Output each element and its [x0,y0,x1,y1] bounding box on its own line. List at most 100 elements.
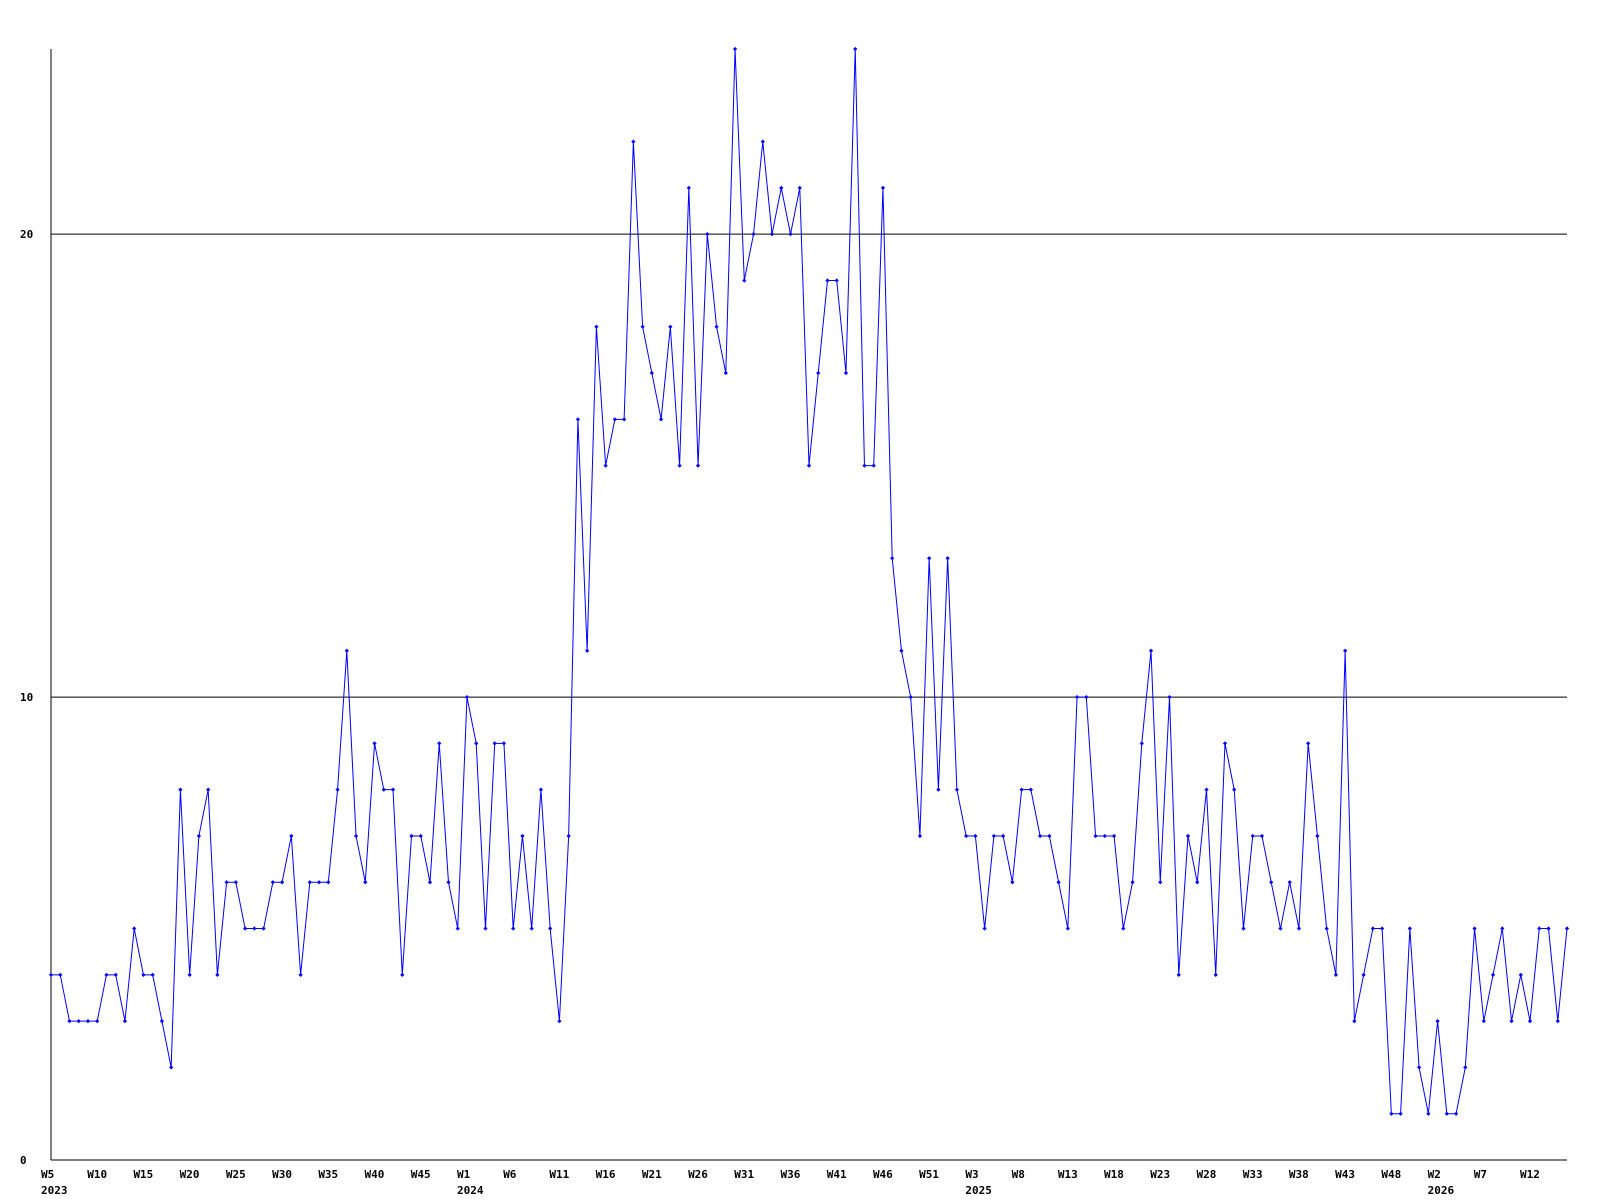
data-point [1537,926,1542,931]
data-point [1509,1019,1514,1024]
x-year-label: 2026 [1428,1184,1455,1197]
data-point [132,926,137,931]
data-point [1278,926,1283,931]
data-point [1490,972,1496,977]
data-point [1324,926,1329,931]
data-point [668,324,673,329]
data-point [1213,972,1218,977]
data-point [279,880,285,885]
data-point [1564,926,1570,931]
data-point [1426,1111,1431,1116]
data-point [1019,787,1024,792]
data-point [1259,833,1265,839]
data-point [621,417,627,422]
x-tick-label: W28 [1196,1168,1216,1181]
data-point [964,833,969,839]
x-tick-label: W45 [411,1168,431,1181]
data-point [529,926,534,931]
x-year-label: 2023 [41,1184,68,1197]
data-point [1315,833,1320,839]
data-point [511,926,516,931]
x-tick-label: W10 [87,1168,107,1181]
x-tick-label: W30 [272,1168,292,1181]
x-tick-label: W40 [365,1168,385,1181]
data-point [603,463,608,468]
data-point [437,741,442,746]
data-point [455,926,460,931]
data-point [1444,1111,1449,1116]
x-tick-label: W2 [1428,1168,1441,1181]
data-point [612,417,618,422]
data-point [1102,833,1107,839]
data-point [797,185,802,191]
data-point [1139,741,1144,746]
data-point [1306,741,1311,746]
data-point [890,556,895,561]
data-point [150,972,155,977]
data-point [695,463,701,468]
data-point [1130,880,1135,885]
data-point [353,833,359,839]
data-point [640,324,645,329]
data-point [1148,648,1154,653]
data-point [825,278,830,283]
x-tick-label: W21 [642,1168,662,1181]
data-point [816,370,821,376]
data-point [372,741,377,746]
data-point [1407,926,1412,931]
tick-label-layer: 0 10 20 W5 W10 W15 W20 W25 W30 W35 W40 W45 W1 W6 W11 W1… [20,228,1540,1197]
data-point [649,370,654,376]
data-point [769,232,775,237]
data-point [1111,833,1117,839]
data-point [566,833,571,839]
x-tick-label: W31 [734,1168,754,1181]
data-point [677,463,682,468]
data-point [1241,926,1246,931]
data-point [779,185,784,191]
data-point [1232,787,1237,792]
data-point [908,694,913,700]
data-point [760,139,765,144]
data-point [1416,1065,1422,1070]
data-point [936,787,941,792]
data-point [880,185,886,191]
data-point [1158,880,1163,885]
data-point [1250,833,1255,839]
data-point [1518,972,1523,977]
data-point [658,417,664,422]
x-tick-label: W5 [41,1168,54,1181]
data-point [206,787,211,792]
data-point [954,787,960,792]
x-tick-label: W35 [318,1168,338,1181]
x-tick-label: W43 [1335,1168,1355,1181]
x-tick-label: W13 [1058,1168,1078,1181]
data-point [834,278,839,283]
data-point [1185,833,1191,839]
data-point [215,972,220,977]
data-point [548,926,553,931]
data-point [233,880,239,885]
data-point [723,370,728,376]
data-point [1065,926,1070,931]
data-point [1463,1065,1468,1070]
data-point [1379,926,1385,931]
data-point [1167,694,1172,700]
x-tick-label: W36 [781,1168,801,1181]
data-point [1121,926,1126,931]
data-point [1222,741,1228,746]
data-point [501,741,507,746]
data-point [1481,1019,1486,1024]
x-tick-label: W7 [1474,1168,1487,1181]
x-tick-label: W18 [1104,1168,1124,1181]
x-tick-label: W33 [1243,1168,1263,1181]
x-year-label: 2024 [457,1184,484,1197]
data-point [1269,880,1274,885]
data-point [1435,1019,1440,1024]
data-point [1176,972,1181,977]
x-tick-label: W23 [1150,1168,1170,1181]
data-point [1361,972,1366,977]
data-point [917,833,923,839]
data-point [705,232,710,237]
data-point [1500,926,1505,931]
